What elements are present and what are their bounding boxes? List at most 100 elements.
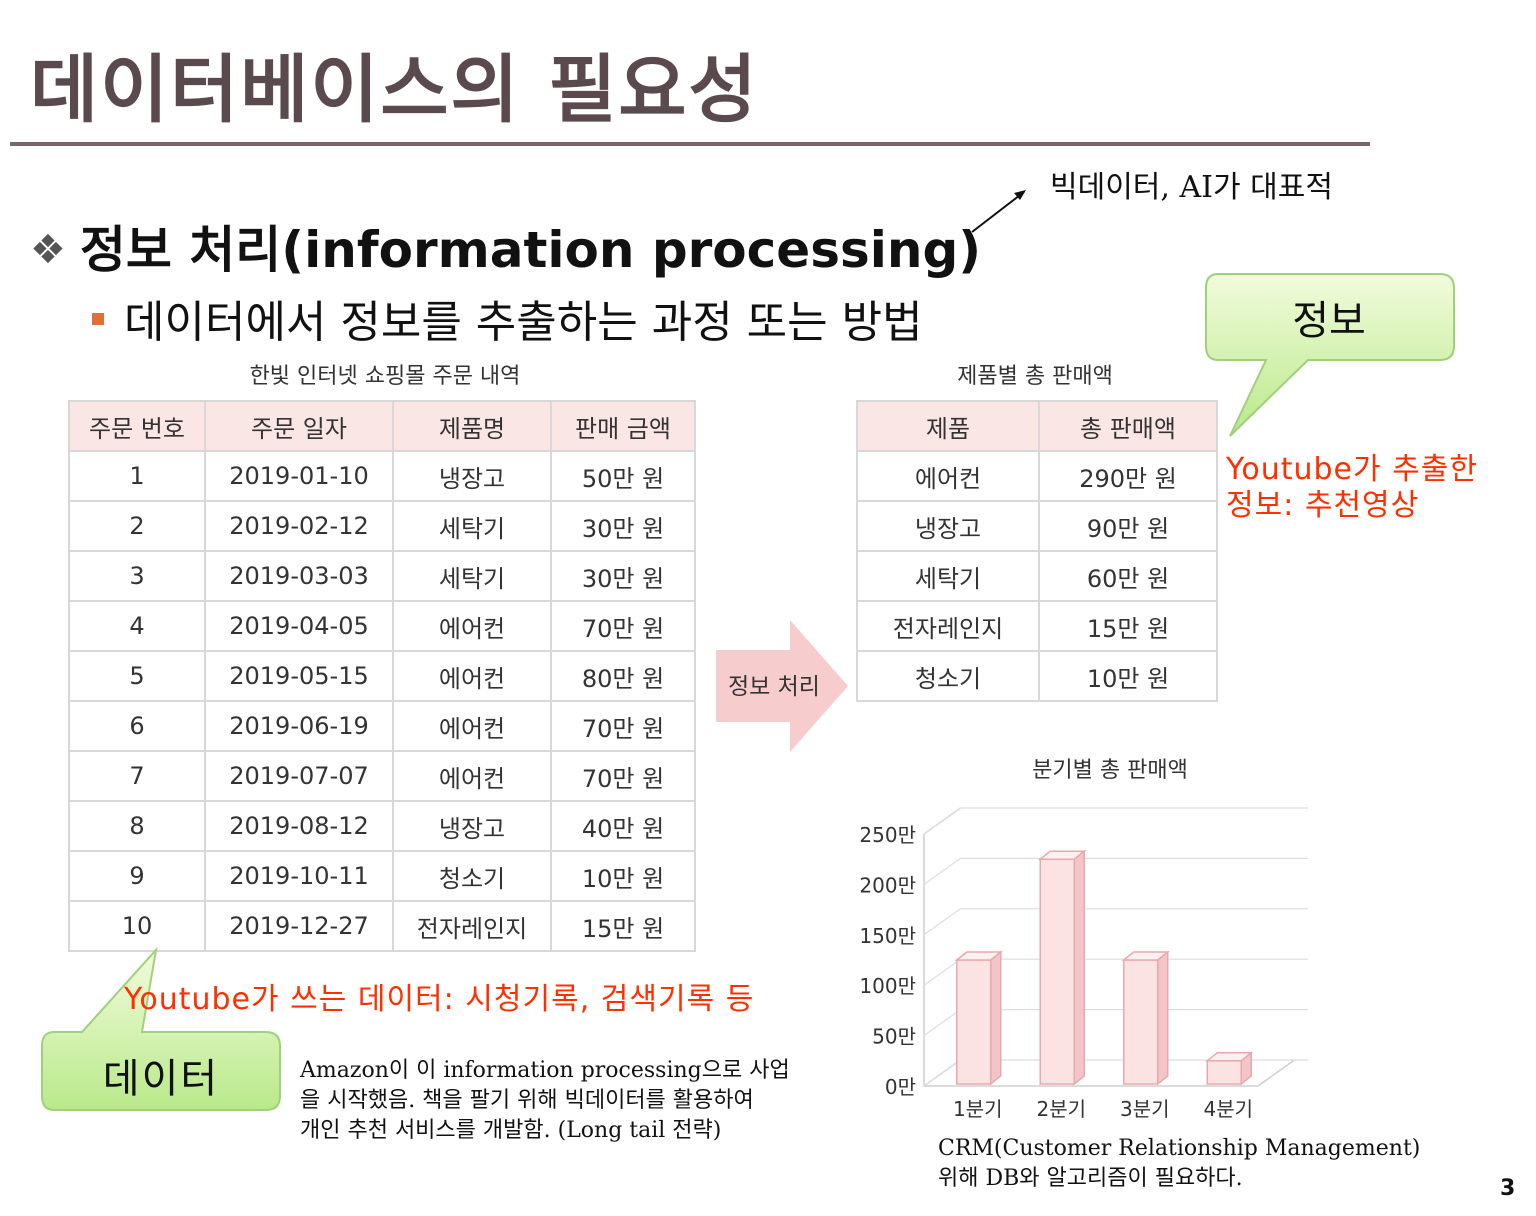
chart-bar-side	[1157, 950, 1169, 1086]
table-cell: 70만 원	[550, 750, 696, 802]
table-cell: 9	[68, 850, 206, 902]
chart-x-tick-label: 1분기	[953, 1097, 1003, 1121]
subheading: 데이터에서 정보를 추출하는 과정 또는 방법	[92, 286, 923, 350]
table-cell: 3	[68, 550, 206, 602]
table-cell: 6	[68, 700, 206, 752]
orders-caption: 한빛 인터넷 쇼핑몰 주문 내역	[249, 364, 521, 389]
table-row: 4 2019-04-05 에어컨 70만 원	[68, 600, 696, 652]
table-cell: 청소기	[392, 850, 552, 902]
table-cell: 2019-08-12	[204, 800, 394, 852]
table-header-row: 제품 총 판매액	[856, 400, 1218, 452]
table-cell: 10만 원	[1038, 650, 1218, 702]
crm-note: CRM(Customer Relationship Management) 위해…	[938, 1134, 1420, 1194]
chart-y-tick-label: 200만	[859, 873, 916, 897]
table-cell: 전자레인지	[392, 900, 552, 952]
table-header: 총 판매액	[1038, 400, 1218, 452]
chart-gridline	[923, 857, 961, 885]
chart-x-ticks: 1분기 2분기 3분기 4분기	[953, 1097, 1253, 1121]
table-cell: 2	[68, 500, 206, 552]
table-row: 8 2019-08-12 냉장고 40만 원	[68, 800, 696, 852]
table-cell: 에어컨	[392, 650, 552, 702]
title-divider	[10, 142, 1370, 146]
info-callout	[1205, 273, 1455, 437]
table-cell: 2019-04-05	[204, 600, 394, 652]
note-line: CRM(Customer Relationship Management)	[938, 1136, 1421, 1161]
info-note-line: 정보: 추천영상	[1226, 488, 1420, 523]
process-arrow-shape	[716, 620, 848, 752]
square-bullet-icon	[92, 313, 104, 325]
chart-y-tick-label: 100만	[859, 974, 916, 998]
chart-bar	[956, 959, 992, 1085]
table-row: 2 2019-02-12 세탁기 30만 원	[68, 500, 696, 552]
table-cell: 에어컨	[856, 450, 1040, 502]
table-cell: 290만 원	[1038, 450, 1218, 502]
table-cell: 30만 원	[550, 550, 696, 602]
subheading-text: 데이터에서 정보를 추출하는 과정 또는 방법	[124, 297, 923, 348]
table-header: 주문 번호	[68, 400, 206, 452]
chart-bar-side	[990, 950, 1002, 1086]
quarterly-bar-chart: 0만 50만 100만 150만 200만 250만 1분기 2분기 3분기 4분기	[859, 807, 1308, 1121]
chart-y-tick-label: 50만	[872, 1025, 916, 1049]
note-line: 위해 DB와 알고리즘이 필요하다.	[938, 1166, 1243, 1191]
chart-y-ticks: 0만 50만 100만 150만 200만 250만	[859, 823, 916, 1099]
data-callout-bubble	[41, 946, 281, 1111]
data-callout-label: 데이터	[102, 1056, 220, 1102]
data-note: Youtube가 쓰는 데이터: 시청기록, 검색기록 등	[124, 982, 755, 1017]
table-cell: 50만 원	[550, 450, 696, 502]
table-cell: 90만 원	[1038, 500, 1218, 552]
section-heading-text: 정보 처리(information processing)	[79, 221, 982, 279]
chart-y-tick-label: 0만	[885, 1075, 916, 1099]
table-cell: 2019-07-07	[204, 750, 394, 802]
chart-x-tick-label: 4분기	[1203, 1097, 1253, 1121]
table-cell: 10만 원	[550, 850, 696, 902]
table-cell: 60만 원	[1038, 550, 1218, 602]
table-cell: 전자레인지	[856, 600, 1040, 652]
note-line: 개인 추천 서비스를 개발함. (Long tail 전략)	[300, 1118, 722, 1143]
table-cell: 15만 원	[550, 900, 696, 952]
bigdata-annotation: 빅데이터, AI가 대표적	[1050, 170, 1333, 205]
table-row: 전자레인지 15만 원	[856, 600, 1218, 652]
table-cell: 세탁기	[392, 500, 552, 552]
table-cell: 에어컨	[392, 750, 552, 802]
table-cell: 10	[68, 900, 206, 952]
table-row: 1 2019-01-10 냉장고 50만 원	[68, 450, 696, 502]
table-row: 냉장고 90만 원	[856, 500, 1218, 552]
page-title: 데이터베이스의 필요성	[30, 47, 759, 133]
diamond-bullet-icon: ❖	[30, 227, 66, 273]
chart-bar-side	[1240, 1051, 1252, 1086]
process-arrow: 정보 처리	[716, 620, 848, 752]
table-row: 9 2019-10-11 청소기 10만 원	[68, 850, 696, 902]
amazon-note: Amazon이 이 information processing으로 사업 을 …	[300, 1056, 790, 1146]
section-heading: ❖ 정보 처리(information processing)	[30, 210, 981, 282]
table-cell: 청소기	[856, 650, 1040, 702]
table-row: 3 2019-03-03 세탁기 30만 원	[68, 550, 696, 602]
table-cell: 2019-03-03	[204, 550, 394, 602]
table-cell: 2019-05-15	[204, 650, 394, 702]
chart-bar-side	[1073, 849, 1085, 1086]
info-note-line: Youtube가 추출한	[1226, 452, 1478, 487]
table-cell: 냉장고	[392, 800, 552, 852]
chart-x-tick-label: 2분기	[1036, 1097, 1086, 1121]
chart-x-tick-label: 3분기	[1120, 1097, 1170, 1121]
orders-table: 주문 번호 주문 일자 제품명 판매 금액 1 2019-01-10 냉장고 50만 …	[68, 400, 696, 952]
note-line: Amazon이 이 information processing으로 사업	[300, 1058, 790, 1083]
table-row: 6 2019-06-19 에어컨 70만 원	[68, 700, 696, 752]
chart-gridline	[923, 807, 961, 835]
chart-floor-edge	[1257, 1059, 1295, 1087]
table-cell: 2019-12-27	[204, 900, 394, 952]
process-arrow-label: 정보 처리	[728, 674, 820, 700]
table-cell: 4	[68, 600, 206, 652]
table-cell: 냉장고	[392, 450, 552, 502]
table-cell: 2019-01-10	[204, 450, 394, 502]
table-cell: 2019-02-12	[204, 500, 394, 552]
table-header: 주문 일자	[204, 400, 394, 452]
table-cell: 30만 원	[550, 500, 696, 552]
table-cell: 5	[68, 650, 206, 702]
page-number: 3	[1500, 1176, 1516, 1201]
table-cell: 세탁기	[392, 550, 552, 602]
table-cell: 1	[68, 450, 206, 502]
table-row: 5 2019-05-15 에어컨 80만 원	[68, 650, 696, 702]
products-caption: 제품별 총 판매액	[957, 364, 1113, 389]
table-cell: 80만 원	[550, 650, 696, 702]
table-cell: 8	[68, 800, 206, 852]
